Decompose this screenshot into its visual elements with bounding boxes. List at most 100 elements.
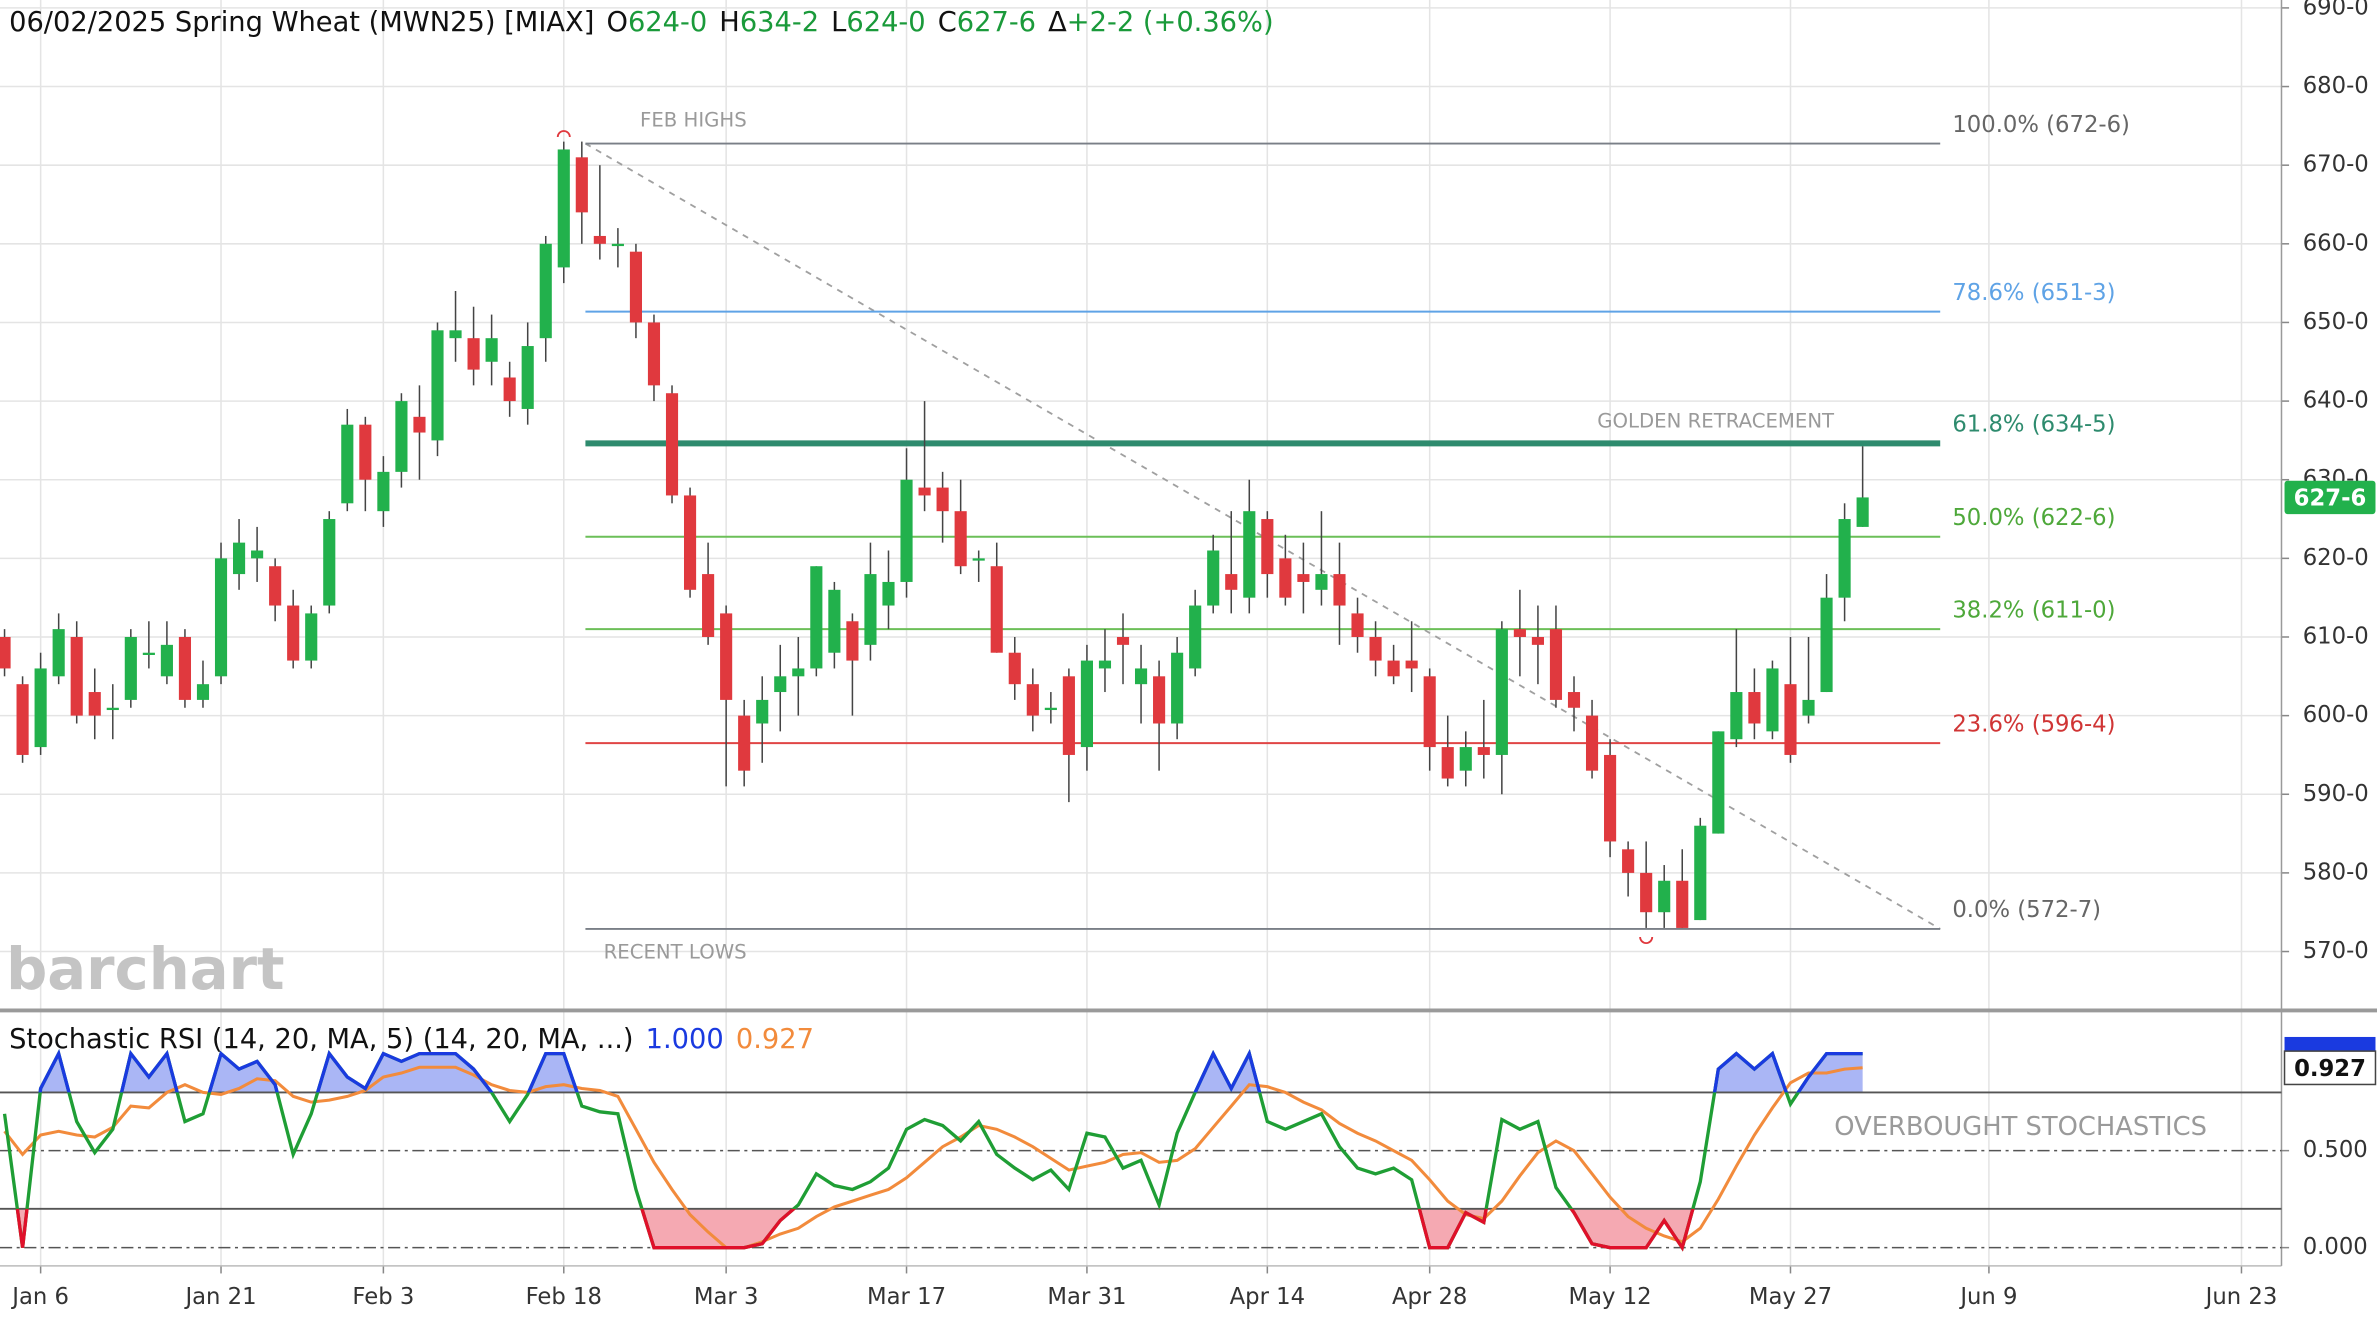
chart-title: 06/02/2025 Spring Wheat (MWN25) [MIAX] (9, 6, 594, 37)
candle-body (287, 605, 300, 661)
stoch-d-badge (2283, 1050, 2377, 1086)
candle-body (1369, 636, 1382, 661)
y-tick-label: 610-0 (2303, 623, 2369, 649)
candle-body (1712, 731, 1725, 834)
candle-body (1640, 872, 1653, 913)
candle-body (954, 511, 967, 567)
candle-body (52, 629, 65, 677)
fib-level-label: 38.2% (611-0) (1952, 597, 2115, 623)
fib-level-label: 61.8% (634-5) (1952, 412, 2115, 438)
stoch-d-value: 0.927 (736, 1023, 814, 1054)
x-tick-label: Jun 9 (1958, 1284, 2017, 1310)
x-tick-label: Mar 3 (694, 1284, 759, 1310)
candle-body (359, 424, 372, 480)
candle-body (106, 707, 119, 711)
quote-value: 624-0 (846, 6, 925, 37)
stoch-note: OVERBOUGHT STOCHASTICS (1834, 1112, 2207, 1142)
y-tick-label: 650-0 (2303, 309, 2369, 335)
candle-body (1116, 636, 1130, 645)
candle-body (1279, 558, 1292, 598)
candle-body (1658, 880, 1671, 913)
stoch-k-line (2, 1049, 1863, 1252)
y-tick-label: 580-0 (2303, 859, 2369, 885)
stoch-k-value: 1.000 (646, 1023, 724, 1054)
fib-level-label: 0.0% (572-7) (1952, 897, 2101, 923)
candle-body (1026, 684, 1039, 716)
candle-body (1477, 747, 1490, 755)
low-marker (1639, 936, 1654, 945)
candle-body (1351, 613, 1364, 637)
candle-body (1585, 715, 1599, 771)
candle-body (1441, 747, 1454, 779)
candle-body (1405, 660, 1418, 669)
x-tick-label: Feb 3 (352, 1284, 414, 1310)
candle-body (539, 243, 552, 339)
candle-body (160, 644, 173, 677)
candle-body (1153, 676, 1166, 724)
fib-level-label: 23.6% (596-4) (1952, 711, 2115, 737)
candle-body (269, 566, 282, 606)
quote-label: O (606, 6, 627, 37)
candle-body (774, 676, 787, 693)
candle-body (1856, 497, 1869, 527)
candle-body (864, 574, 877, 645)
fib-level-label: 100.0% (672-6) (1952, 112, 2130, 138)
candle-body (178, 636, 192, 700)
x-tick-label: Jan 6 (10, 1284, 69, 1310)
candle-body (1297, 574, 1310, 582)
fib-note: FEB HIGHS (640, 108, 747, 131)
candle-body (629, 251, 643, 323)
candle-body (1044, 707, 1057, 711)
candle-body (665, 393, 679, 496)
high-marker (556, 130, 571, 138)
candle-body (810, 566, 823, 669)
candle-body (1134, 668, 1148, 685)
y-tick-label: 600-0 (2303, 702, 2369, 728)
quote-label: L (831, 6, 847, 37)
candle-body (738, 715, 751, 771)
candle-body (1315, 574, 1328, 590)
candle-body (683, 495, 697, 590)
candle-body (918, 487, 931, 496)
quote-value: 624-0 (628, 6, 707, 37)
candle-body (124, 636, 137, 700)
candle-body (1802, 699, 1815, 716)
candle-body (557, 149, 570, 268)
candle-body (1567, 692, 1581, 708)
candle-body (1748, 692, 1761, 724)
fib-note: RECENT LOWS (604, 941, 747, 964)
last-price-label: 627-6 (2294, 485, 2367, 511)
stoch-d-badge-label: 0.927 (2294, 1056, 2366, 1082)
candle-body (1820, 597, 1833, 693)
candle-body (1730, 692, 1743, 740)
x-tick-label: Jan 21 (183, 1284, 256, 1310)
candle-body (1207, 550, 1220, 606)
candle-body (1008, 652, 1021, 685)
candle-body (1225, 574, 1238, 590)
candle-body (1604, 754, 1617, 842)
candle-body (233, 542, 246, 575)
x-tick-label: Mar 31 (1047, 1284, 1126, 1310)
candle-body (214, 558, 228, 677)
candle-body (413, 416, 426, 433)
x-tick-label: May 27 (1749, 1284, 1832, 1310)
candle-body (251, 550, 264, 559)
candle-body (1080, 660, 1093, 748)
y-tick-label: 570-0 (2303, 938, 2369, 964)
y-tick-label: 680-0 (2303, 73, 2369, 99)
candle-body (521, 346, 534, 409)
candle-body (593, 235, 606, 244)
candle-body (1423, 676, 1436, 748)
candle-body (702, 574, 715, 637)
candle-body (1531, 636, 1544, 645)
y-tick-label: 620-0 (2303, 545, 2369, 571)
chart-header: 06/02/2025 Spring Wheat (MWN25) [MIAX] O6… (9, 6, 1274, 37)
candle-body (900, 479, 913, 582)
candle-body (882, 581, 895, 606)
quote-value: 634-2 (740, 6, 819, 37)
quote-value: +2-2 (+0.36%) (1067, 6, 1274, 37)
candle-body (1062, 676, 1075, 755)
x-tick-label: Apr 28 (1392, 1284, 1467, 1310)
candle-body (611, 243, 624, 247)
